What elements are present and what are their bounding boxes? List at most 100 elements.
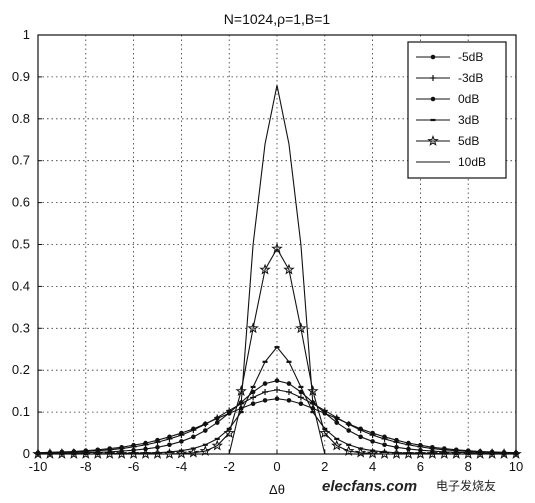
point-5dB [199,445,212,456]
point-5dB [32,447,44,459]
point-5dB [91,447,104,459]
legend-label: 3dB [458,113,479,127]
point-5dB [366,447,379,459]
point--3dB [381,435,388,442]
point--3dB [285,388,292,395]
point-0dB [250,389,256,395]
point--5dB [262,398,268,403]
point-5dB [175,447,188,459]
point-5dB [354,446,367,458]
y-tick-label: 0.8 [12,111,30,126]
point-5dB [378,447,391,459]
y-tick-label: 1 [23,27,30,42]
watermark-cn: 电子发烧友 [436,478,496,493]
x-tick-label: 6 [417,459,424,474]
point-5dB [68,447,80,459]
point-0dB [179,439,184,444]
point--5dB [298,401,304,407]
x-tick-label: 2 [321,459,328,474]
point-5dB [414,447,427,459]
point-5dB [127,447,140,459]
point-0dB [358,434,363,440]
point-0dB [155,444,160,450]
point-5dB [187,446,200,458]
legend-box [407,41,507,179]
y-tick-label: 0.1 [12,404,30,419]
legend-entry: 0dB [416,92,479,106]
point-5dB [80,447,92,459]
point-5dB [390,447,403,459]
point--3dB [333,414,340,421]
point-0dB [274,378,280,383]
point-5dB [115,447,128,459]
legend-marker [427,134,439,146]
x-tick-label: -6 [128,459,140,474]
point-5dB [259,263,271,275]
x-tick-label: -8 [80,459,92,474]
point-5dB [283,263,295,275]
legend-marker [430,96,436,102]
point-5dB [211,439,224,451]
ticks: -10 -8 -6 -4 -2 0 2 4 6 8 10 0 0.1 0.2 0.3 0.4 0.5 0.6 0.7… [12,27,523,474]
point-5dB [462,447,474,459]
legend-entry: -3dB [416,71,483,85]
legend-label: -3dB [458,71,483,85]
point-0dB [226,410,232,416]
x-axis-label: Δθ [269,482,285,497]
legend-entry: -5dB [416,50,483,64]
point-5dB [139,447,152,459]
point-0dB [286,381,292,386]
point--3dB [345,421,352,428]
point-0dB [334,420,340,425]
point-5dB [56,447,68,459]
point-5dB [44,447,56,459]
point-0dB [346,428,352,433]
point-5dB [330,439,343,451]
point-5dB [271,242,283,254]
legend-label: 0dB [458,92,479,106]
point--3dB [190,427,197,434]
x-tick-label: -2 [223,459,235,474]
point-0dB [394,444,399,450]
point-5dB [450,447,463,459]
y-tick-label: 0.2 [12,362,30,377]
y-tick-label: 0.3 [12,320,30,335]
point-5dB [295,322,307,334]
point-5dB [510,447,522,459]
legend-label: 5dB [458,134,479,148]
point-0dB [322,410,328,416]
point-0dB [370,439,375,444]
legend-entry: 5dB [416,134,479,148]
point--3dB [274,386,280,393]
point-0dB [203,428,208,433]
point-5dB [319,426,331,438]
watermark-brand: elecfans.com [322,478,417,495]
legend-label: 10dB [458,155,486,169]
point--3dB [297,394,304,401]
point-5dB [486,447,498,459]
point-5dB [342,445,355,456]
y-tick-label: 0.9 [12,69,30,84]
y-tick-label: 0.4 [12,278,30,293]
series-10dB [38,85,516,455]
point-0dB [262,381,268,386]
point-5dB [163,447,176,459]
point--3dB [357,427,364,434]
point-5dB [103,447,116,459]
point-0dB [214,420,220,425]
point-5dB [151,447,164,459]
point-5dB [426,447,439,459]
point-0dB [382,442,387,448]
legend-label: -5dB [458,50,483,64]
x-tick-label: -4 [176,459,188,474]
legend-entry: 10dB [416,155,486,169]
point--5dB [286,398,292,403]
point-5dB [474,447,486,459]
y-tick-label: 0 [23,446,30,461]
x-tick-label: 4 [369,459,376,474]
series-line-10dB [38,85,516,455]
x-tick-label: 8 [465,459,472,474]
x-tick-label: 0 [273,459,280,474]
